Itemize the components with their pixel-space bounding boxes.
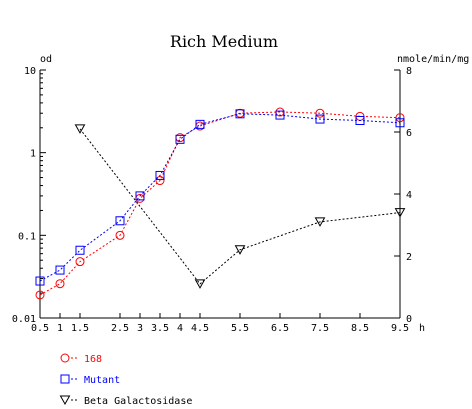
x-tick-label: 6.5 xyxy=(271,323,289,334)
series-line-168 xyxy=(39,111,401,296)
x-tick-label: 4 xyxy=(177,323,183,334)
data-point-168 xyxy=(115,230,125,240)
legend-marker-168 xyxy=(60,353,70,363)
legend-label-mutant: Mutant xyxy=(84,375,120,386)
legend-label-168: 168 xyxy=(84,354,102,365)
data-point-mutant xyxy=(175,134,185,144)
data-point-beta-galactosidase xyxy=(234,245,246,255)
data-point-mutant xyxy=(155,170,165,180)
data-point-beta-galactosidase xyxy=(74,124,86,134)
data-point-mutant xyxy=(235,109,245,119)
data-point-mutant xyxy=(35,276,45,286)
data-point-mutant xyxy=(275,110,285,120)
data-point-mutant xyxy=(355,115,365,125)
y-left-tick-label: 10 xyxy=(24,66,36,77)
x-tick-label: 1 xyxy=(57,323,63,334)
data-point-mutant xyxy=(195,119,205,129)
legend-marker-mutant xyxy=(60,374,70,384)
chart-title: Rich Medium xyxy=(170,32,278,51)
y-left-tick-label: 0.1 xyxy=(18,231,36,242)
series-line-beta-galactosidase xyxy=(79,128,401,285)
x-tick-label: 3 xyxy=(137,323,143,334)
x-tick-label: 9.5 xyxy=(391,323,409,334)
data-point-168 xyxy=(395,113,405,123)
data-point-168 xyxy=(155,176,165,186)
data-point-mutant xyxy=(395,118,405,128)
y-right-unit-label: nmole/min/mg xyxy=(397,54,469,65)
x-tick-label: 2.5 xyxy=(111,323,129,334)
y-left-tick-label: 0.01 xyxy=(12,314,36,325)
legend-label-beta-galactosidase: Beta Galactosidase xyxy=(84,396,192,405)
y-right-tick-label: 2 xyxy=(406,252,412,263)
data-point-168 xyxy=(55,279,65,289)
data-point-168 xyxy=(315,108,325,118)
data-point-168 xyxy=(75,257,85,267)
y-left-unit-label: od xyxy=(40,54,52,65)
x-tick-label: 0.5 xyxy=(31,323,49,334)
y-right-tick-label: 8 xyxy=(406,66,412,77)
x-tick-label: 7.5 xyxy=(311,323,329,334)
x-tick-label: 8.5 xyxy=(351,323,369,334)
data-point-mutant xyxy=(55,265,65,275)
x-tick-label: 4.5 xyxy=(191,323,209,334)
legend-marker-beta-galactosidase xyxy=(59,395,71,406)
x-tick-label: 3.5 xyxy=(151,323,169,334)
y-right-tick-label: 6 xyxy=(406,128,412,139)
data-point-beta-galactosidase xyxy=(314,217,326,227)
series-line-mutant xyxy=(39,113,401,282)
data-point-beta-galactosidase xyxy=(394,208,406,218)
x-tick-label: 1.5 xyxy=(71,323,89,334)
data-point-beta-galactosidase xyxy=(194,279,206,289)
y-left-tick-label: 1 xyxy=(30,149,36,160)
y-right-tick-label: 0 xyxy=(406,314,412,325)
data-point-mutant xyxy=(135,191,145,201)
x-tick-label: 5.5 xyxy=(231,323,249,334)
y-right-tick-label: 4 xyxy=(406,190,412,201)
data-point-mutant xyxy=(115,216,125,226)
data-point-mutant xyxy=(75,245,85,255)
data-point-mutant xyxy=(315,114,325,124)
x-axis-unit-label: h xyxy=(419,323,425,334)
data-point-168 xyxy=(35,290,45,300)
